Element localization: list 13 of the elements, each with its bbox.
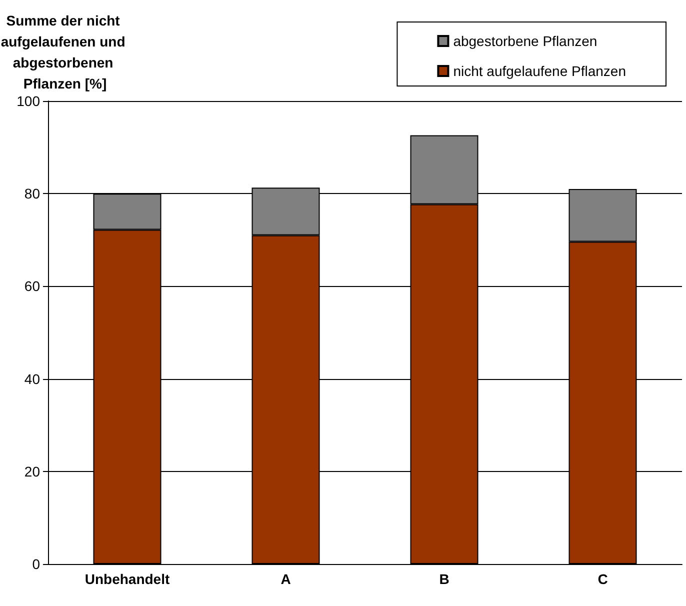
y-tick-label: 20 — [24, 463, 40, 480]
x-tick-label: A — [280, 571, 291, 587]
y-axis-title: Summe der nicht aufgelaufenen und abgestorbenen Pflanzen [%] — [0, 12, 130, 92]
y-tick-label: 100 — [16, 93, 40, 109]
y-tick-label: 80 — [24, 186, 40, 202]
y-tick-label: 40 — [24, 370, 40, 387]
x-tick-label: B — [439, 571, 450, 587]
y-tick-label: 0 — [32, 556, 40, 572]
x-tick-label: Unbehandelt — [84, 571, 170, 587]
legend-label: nicht aufgelaufene Pflanzen — [453, 63, 626, 79]
x-tick-label: C — [598, 571, 608, 587]
y-tick-label: 60 — [24, 278, 40, 294]
legend-label: abgestorbene Pflanzen — [453, 33, 598, 49]
